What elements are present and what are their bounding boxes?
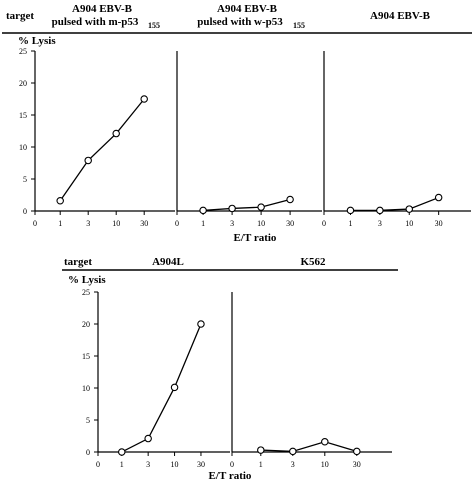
data-point	[321, 438, 329, 446]
x-tick-label: 1	[58, 219, 62, 228]
y-tick-label: 20	[82, 320, 90, 329]
data-point	[405, 205, 414, 213]
series-line	[350, 196, 439, 212]
chart-panel-3: 0 1 3 10 30	[322, 51, 471, 228]
x-tick-label: 3	[230, 219, 234, 228]
chart-panel-5: 0 1 3 10 30	[230, 292, 392, 469]
data-point	[56, 197, 64, 205]
x-tick-label: 10	[405, 219, 413, 228]
y-tick-label: 15	[19, 111, 27, 120]
y-tick-label: 15	[82, 352, 90, 361]
y-tick-label: 5	[86, 416, 90, 425]
panel2-title-subscript: 155	[293, 21, 305, 30]
data-point	[346, 206, 355, 215]
row2-x-axis-label: E/T ratio	[209, 470, 252, 482]
x-tick-label: 3	[378, 219, 382, 228]
data-point	[197, 320, 205, 328]
x-tick-label: 10	[257, 219, 265, 228]
y-tick-label: 10	[82, 384, 90, 393]
y-tick-label: 20	[19, 79, 27, 88]
x-tick-label: 30	[286, 219, 294, 228]
panel3-title: A904 EBV-B	[370, 10, 431, 22]
data-point	[376, 206, 384, 215]
data-point	[118, 448, 126, 456]
y-tick-label: 5	[23, 175, 27, 184]
series-line	[59, 98, 145, 202]
row1-x-axis-label: E/T ratio	[234, 232, 277, 244]
data-point	[257, 446, 265, 454]
x-tick-label: 1	[120, 460, 124, 469]
x-tick-label: 0	[33, 219, 37, 228]
data-point	[199, 206, 207, 215]
x-tick-label: 30	[140, 219, 148, 228]
row2-target-label: target	[64, 256, 92, 268]
x-tick-label: 30	[197, 460, 205, 469]
x-tick-label: 1	[348, 219, 352, 228]
panel2-title-line2: pulsed with w-p53	[197, 16, 283, 28]
data-point	[84, 156, 92, 165]
x-tick-label: 1	[201, 219, 205, 228]
x-tick-label: 0	[230, 460, 234, 469]
series-line	[260, 441, 357, 453]
panel4-title: A904L	[152, 256, 184, 268]
y-tick-label: 25	[82, 288, 90, 297]
data-point	[289, 447, 297, 456]
panel1-title-subscript: 155	[148, 21, 160, 30]
data-point	[353, 447, 361, 456]
x-tick-label: 3	[291, 460, 295, 469]
x-tick-label: 30	[435, 219, 443, 228]
chart-panel-2: 0 1 3 10 30	[175, 51, 322, 228]
panel5-title: K562	[300, 256, 326, 268]
series-line	[203, 198, 291, 212]
y-tick-label: 0	[86, 448, 90, 457]
x-tick-label: 10	[112, 219, 120, 228]
x-tick-label: 3	[86, 219, 90, 228]
x-tick-label: 0	[96, 460, 100, 469]
panel2-title-line1: A904 EBV-B	[217, 3, 278, 15]
data-point	[140, 95, 148, 103]
x-tick-label: 1	[259, 460, 263, 469]
panel1-title-line2: pulsed with m-p53	[52, 16, 139, 28]
series-line	[121, 323, 202, 453]
chart-panel-1: 0 5 10 15 20 25 0 1 3 10 30	[19, 47, 175, 228]
y-tick-label: 0	[23, 207, 27, 216]
panel1-title-line1: A904 EBV-B	[72, 3, 133, 15]
data-point	[257, 203, 265, 211]
row1-target-label: target	[6, 10, 34, 22]
y-tick-label: 25	[19, 47, 27, 56]
x-tick-label: 0	[175, 219, 179, 228]
data-point	[170, 383, 179, 392]
x-tick-label: 0	[322, 219, 326, 228]
chart-panel-4: 0 5 10 15 20 25 0 1 3 10 30	[82, 288, 230, 469]
row1-y-axis-label: % Lysis	[18, 35, 56, 47]
x-tick-label: 10	[321, 460, 329, 469]
x-tick-label: 30	[353, 460, 361, 469]
data-point	[434, 193, 443, 202]
x-tick-label: 10	[171, 460, 179, 469]
y-tick-label: 10	[19, 143, 27, 152]
data-point	[228, 204, 236, 213]
row2-y-axis-label: % Lysis	[68, 274, 106, 286]
data-point	[112, 129, 120, 138]
data-point	[144, 434, 152, 443]
data-point	[286, 195, 294, 204]
x-tick-label: 3	[146, 460, 150, 469]
